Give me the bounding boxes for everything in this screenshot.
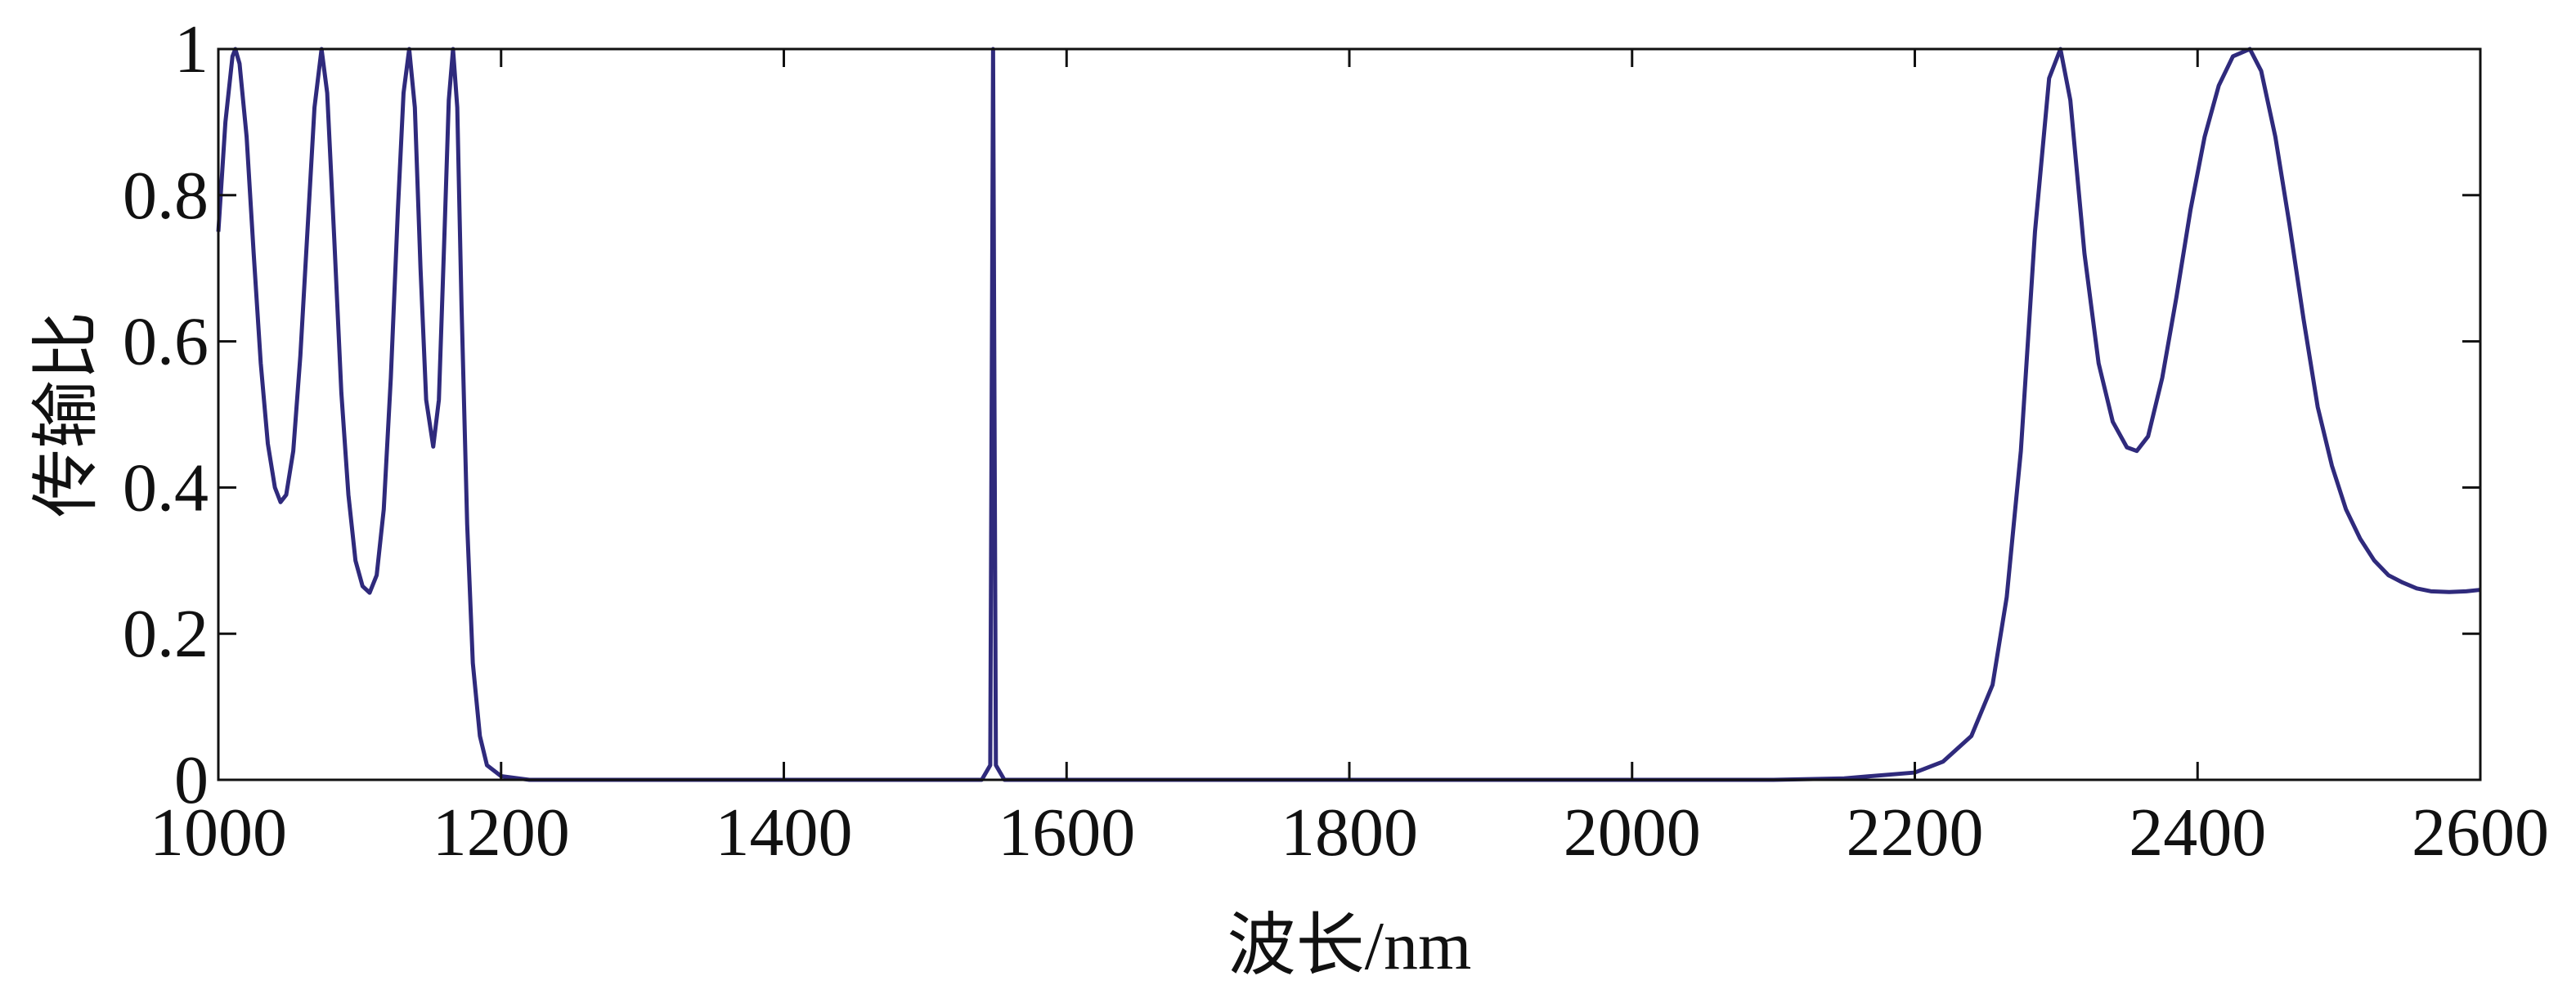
x-tick-label: 1600 [998, 795, 1135, 871]
x-tick-label: 1200 [433, 795, 570, 871]
y-tick-label: 0.6 [123, 304, 209, 380]
plot-frame [217, 47, 2482, 781]
y-tick-label: 1 [174, 11, 209, 87]
x-tick-label: 2200 [1847, 795, 1984, 871]
y-axis-label: 传输比 [29, 311, 105, 517]
y-tick-label: 0 [174, 742, 209, 818]
y-tick-label: 0.4 [123, 450, 209, 526]
y-tick-label: 0.8 [123, 158, 209, 234]
y-tick-label: 0.2 [123, 596, 209, 672]
x-tick-label: 1800 [1281, 795, 1418, 871]
x-axis-label: 波长/nm [1227, 908, 1472, 984]
data-line [216, 47, 2481, 782]
x-tick-label: 2600 [2412, 795, 2549, 871]
x-tick-label: 2400 [2129, 795, 2266, 871]
x-tick-label: 2000 [1564, 795, 1701, 871]
x-tick-label: 1400 [716, 795, 853, 871]
x-tick-label: 1000 [150, 795, 287, 871]
